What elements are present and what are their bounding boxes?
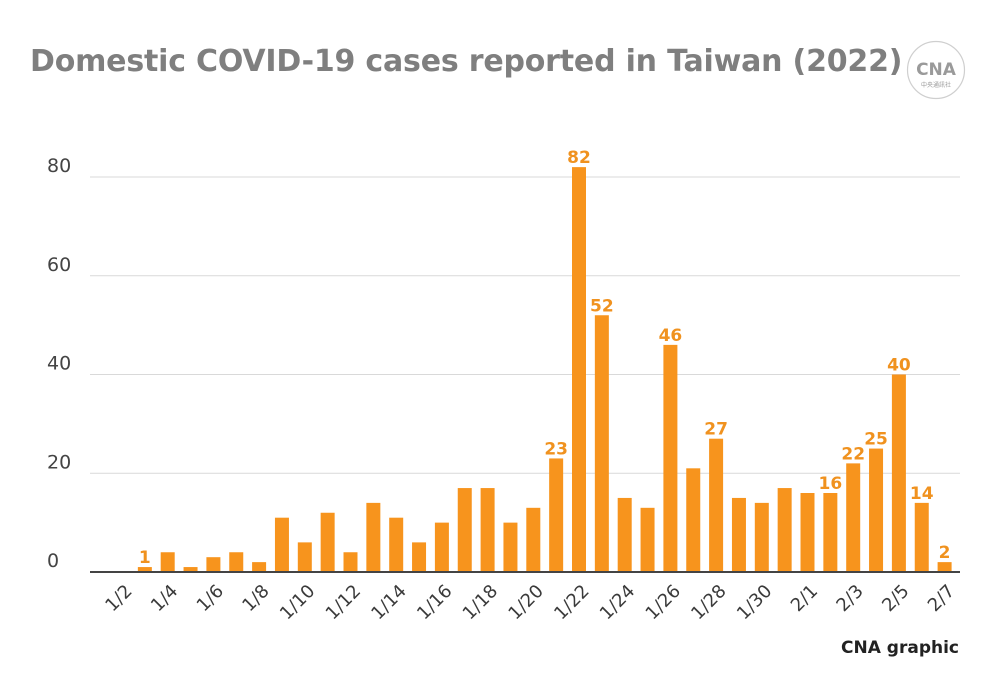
y-tick-label: 40 [47,353,71,375]
x-tick-label: 1/16 [413,581,456,624]
bar-1-30 [754,502,769,572]
bar-1-9 [274,517,289,572]
x-tick-label: 1/12 [322,581,365,624]
bar-1-24 [617,497,632,572]
y-tick-label: 80 [47,155,71,177]
cna-logo-icon: CNA 中央通訊社 [906,40,966,100]
x-tick-label: 2/5 [878,581,913,616]
bar-1-7 [229,552,244,572]
x-tick-label: 2/1 [787,581,822,616]
chart-title: Domestic COVID-19 cases reported in Taiw… [30,44,903,79]
bar-1-8 [252,562,267,572]
bar-1-14 [389,517,404,572]
data-label: 46 [659,326,683,346]
y-tick-label: 60 [47,254,71,276]
bar-2-6 [914,502,929,572]
x-tick-label: 1/28 [687,581,730,624]
x-tick-label: 1/2 [101,581,136,616]
data-label: 2 [939,543,951,563]
data-label: 22 [841,444,865,464]
bar-2-4 [869,448,884,572]
bar-2-3 [846,463,861,572]
bar-1-3 [137,567,152,572]
x-tick-label: 1/14 [367,581,410,624]
bar-1-15 [412,542,427,572]
bar-1-17 [457,488,472,572]
bar-1-12 [343,552,358,572]
data-label: 1 [139,548,151,568]
x-tick-label: 1/24 [596,581,639,624]
bar-2-2 [823,493,838,572]
data-label: 23 [544,439,568,459]
bar-1-25 [640,507,655,572]
bar-1-11 [320,512,335,572]
bar-1-23 [594,315,609,572]
bar-1-20 [526,507,541,572]
bar-1-5 [183,567,198,572]
y-tick-label: 20 [47,451,71,473]
bar-1-21 [549,458,564,572]
logo-subtext: 中央通訊社 [921,81,951,89]
bar-1-28 [709,438,724,572]
bar-1-19 [503,522,518,572]
x-tick-label: 1/26 [642,581,685,624]
x-axis-ticks: 1/2 1/4 1/6 1/8 1/10 1/12 1/14 1/16 1/18 1/20 1/22… [101,581,959,624]
data-label: 82 [567,148,591,168]
bar-1-22 [572,167,586,572]
data-label: 40 [887,356,911,376]
x-tick-label: 1/30 [733,581,776,624]
y-axis-ticks: 0 20 40 60 80 [47,155,71,572]
credit-text: CNA graphic [841,638,959,658]
bar-1-16 [434,522,449,572]
x-tick-label: 1/18 [459,581,502,624]
data-label: 14 [910,484,934,504]
y-tick-label: 0 [47,550,59,572]
x-tick-label: 1/10 [276,581,319,624]
bar-1-31 [777,488,792,572]
data-label: 52 [590,296,614,316]
bar-2-1 [800,493,815,572]
x-tick-label: 1/8 [238,581,273,616]
bar-1-13 [366,502,381,572]
data-label: 25 [864,430,888,450]
x-tick-label: 2/3 [832,581,867,616]
bar-2-7 [937,562,952,572]
data-label: 16 [819,474,843,494]
gridlines [90,176,960,474]
bar-1-4 [160,552,175,572]
bar-1-26 [663,344,678,572]
x-tick-label: 1/22 [550,581,593,624]
bar-1-27 [686,468,701,572]
bar-2-5 [891,374,906,572]
x-tick-label: 2/7 [924,581,959,616]
data-label: 27 [704,420,728,440]
bars [137,167,952,572]
bar-1-29 [731,497,746,572]
x-tick-label: 1/6 [193,581,228,616]
bar-1-18 [480,488,495,572]
logo-text: CNA [916,60,957,80]
bar-1-10 [297,542,312,572]
x-tick-label: 1/20 [504,581,547,624]
bar-1-6 [206,557,221,572]
x-tick-label: 1/4 [147,581,182,616]
